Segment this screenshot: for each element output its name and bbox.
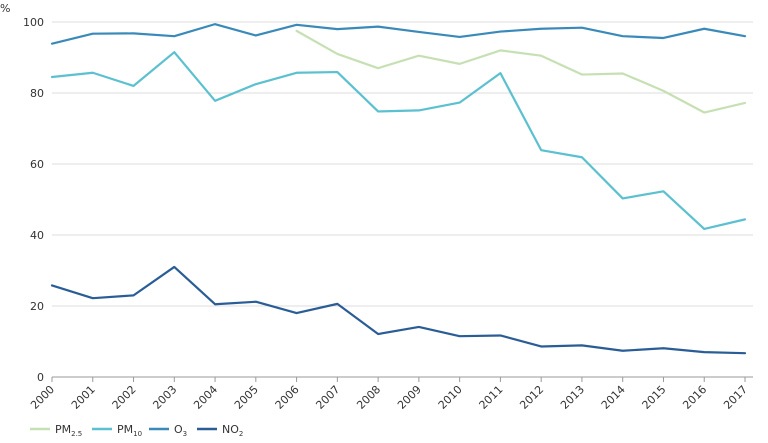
legend-name: PM: [117, 423, 133, 436]
legend-name: NO: [222, 423, 239, 436]
legend-label-no2: NO2: [222, 423, 243, 438]
series-line-no2: [50, 265, 747, 355]
y-axis-ticks: 0 20 40 60 80 100: [23, 16, 44, 384]
x-tick-label: 2007: [313, 383, 342, 412]
x-tick-label: 2010: [436, 383, 465, 412]
y-tick-label: 60: [30, 158, 44, 171]
legend-label-o3: O3: [174, 423, 187, 438]
x-tick-label: 2001: [69, 383, 98, 412]
x-tick-label: 2003: [150, 383, 179, 412]
x-tick-label: 2009: [395, 383, 424, 412]
x-tick-label: 2016: [680, 383, 709, 412]
legend-subscript: 10: [133, 430, 142, 438]
series-line-pm25: [295, 29, 747, 114]
series-line-pm10: [50, 51, 747, 231]
y-axis-unit-label: %: [0, 2, 10, 15]
x-tick-label: 2012: [517, 383, 546, 412]
y-tick-label: 80: [30, 87, 44, 100]
y-tick-label: 20: [30, 300, 44, 313]
series-group: [50, 23, 747, 355]
legend: PM2.5 PM10 O3 NO2: [30, 423, 243, 438]
x-tick-label: 2011: [477, 383, 506, 412]
x-tick-label: 2015: [640, 383, 669, 412]
x-tick-label: 2000: [28, 383, 57, 412]
x-tick-label: 2017: [721, 383, 750, 412]
y-tick-label: 100: [23, 16, 44, 29]
legend-name: O: [174, 423, 183, 436]
series-line-o3: [50, 23, 747, 45]
x-tick-label: 2006: [273, 383, 302, 412]
legend-subscript: 2.5: [71, 430, 82, 438]
legend-label-pm25: PM2.5: [55, 423, 82, 438]
x-axis: 2000 2001 2002 2003 2004 2005 2006 2007 2008 2009…: [28, 377, 750, 412]
legend-subscript: 3: [183, 430, 187, 438]
y-tick-label: 0: [37, 371, 44, 384]
x-tick-label: 2014: [599, 383, 628, 412]
x-tick-label: 2002: [110, 383, 139, 412]
x-tick-label: 2005: [232, 383, 261, 412]
grid-lines: [52, 21, 753, 378]
legend-name: PM: [55, 423, 71, 436]
y-tick-label: 40: [30, 229, 44, 242]
x-tick-label: 2004: [191, 383, 220, 412]
x-tick-label: 2013: [558, 383, 587, 412]
x-tick-label: 2008: [354, 383, 383, 412]
legend-subscript: 2: [239, 430, 243, 438]
legend-label-pm10: PM10: [117, 423, 142, 438]
